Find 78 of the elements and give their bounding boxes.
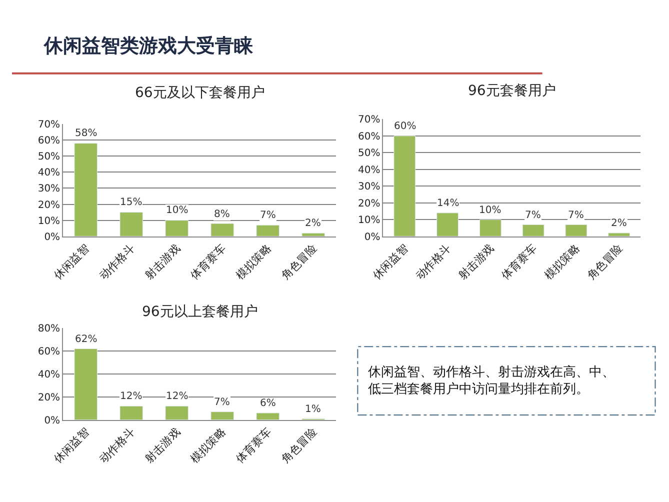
- chart-title: 96元套餐用户: [468, 83, 556, 99]
- bar: [74, 348, 98, 420]
- x-tick-label: 射击游戏: [142, 425, 183, 466]
- x-tick-label: 角色冒险: [584, 242, 626, 282]
- x-tick-label: 动作格斗: [97, 425, 138, 466]
- y-tick-label: 40%: [358, 164, 380, 176]
- text: 休闲益智、动作格斗、射击游戏在高、中、低三档套餐用户中访问量均排在前列。: [368, 364, 615, 397]
- y-tick-label: 30%: [38, 184, 60, 195]
- data-label: 7%: [568, 210, 584, 221]
- y-tick-label: 40%: [38, 369, 60, 380]
- y-tick-label: 50%: [358, 148, 380, 160]
- bar: [210, 223, 234, 236]
- x-tick-label: 体育赛车: [499, 242, 540, 282]
- x-tick-label: 动作格斗: [413, 242, 454, 282]
- y-tick-label: 50%: [38, 152, 60, 163]
- bar: [436, 212, 459, 236]
- text: 休闲益智类游戏大受青睐: [43, 35, 254, 57]
- data-label: 6%: [260, 398, 276, 409]
- y-tick-label: 0%: [44, 232, 60, 243]
- data-label: 7%: [525, 210, 541, 221]
- y-tick-label: 30%: [358, 182, 380, 193]
- data-label: 1%: [305, 404, 321, 415]
- data-label: 10%: [479, 205, 502, 216]
- data-label: 2%: [611, 218, 627, 229]
- x-tick-label: 休闲益智: [370, 242, 411, 282]
- y-tick-label: 60%: [358, 131, 380, 142]
- x-tick-label: 休闲益智: [52, 242, 92, 282]
- chart-title: 66元及以下套餐用户: [135, 85, 265, 101]
- y-tick-label: 0%: [44, 415, 60, 426]
- y-tick-label: 70%: [358, 114, 380, 126]
- bar: [120, 212, 143, 236]
- y-tick-label: 80%: [38, 324, 60, 335]
- bar: [479, 219, 502, 236]
- bar: [165, 406, 188, 420]
- data-label: 62%: [75, 334, 98, 345]
- bar: [608, 232, 630, 236]
- x-tick-label: 动作格斗: [97, 242, 138, 282]
- y-tick-label: 40%: [38, 168, 60, 179]
- data-label: 10%: [166, 205, 188, 216]
- x-tick-label: 角色冒险: [279, 242, 320, 282]
- x-tick-label: 模拟策略: [234, 242, 274, 282]
- bar: [165, 220, 188, 236]
- bar: [565, 224, 588, 236]
- y-tick-label: 20%: [38, 392, 60, 404]
- data-label: 15%: [120, 197, 142, 208]
- chart-title: 96元以上套餐用户: [142, 304, 258, 320]
- data-label: 2%: [305, 218, 321, 229]
- x-tick-label: 体育赛车: [188, 242, 228, 282]
- y-tick-label: 70%: [38, 120, 60, 131]
- bar: [74, 143, 98, 236]
- data-label: 8%: [214, 209, 230, 220]
- bar: [210, 412, 234, 420]
- data-label: 12%: [166, 391, 188, 402]
- y-tick-label: 60%: [38, 346, 60, 358]
- x-tick-label: 模拟策略: [188, 425, 228, 466]
- data-label: 7%: [214, 397, 230, 408]
- data-label: 12%: [120, 391, 142, 402]
- y-tick-label: 10%: [358, 215, 380, 226]
- x-tick-label: 射击游戏: [456, 242, 496, 282]
- data-label: 7%: [260, 210, 276, 221]
- bar: [256, 224, 280, 236]
- y-tick-label: 60%: [38, 136, 60, 147]
- y-tick-label: 10%: [38, 216, 60, 227]
- y-tick-label: 20%: [358, 198, 380, 210]
- bar: [522, 224, 544, 236]
- data-label: 14%: [437, 198, 460, 209]
- x-tick-label: 体育赛车: [234, 425, 274, 466]
- bar: [394, 136, 416, 236]
- x-tick-label: 角色冒险: [279, 425, 320, 466]
- x-tick-label: 模拟策略: [542, 242, 582, 282]
- y-tick-label: 20%: [38, 200, 60, 211]
- data-label: 60%: [394, 121, 416, 132]
- data-label: 58%: [75, 128, 98, 139]
- x-tick-label: 休闲益智: [52, 425, 92, 466]
- x-tick-label: 射击游戏: [142, 242, 183, 282]
- bar: [256, 412, 280, 420]
- y-tick-label: 0%: [364, 232, 380, 243]
- bar: [120, 406, 143, 420]
